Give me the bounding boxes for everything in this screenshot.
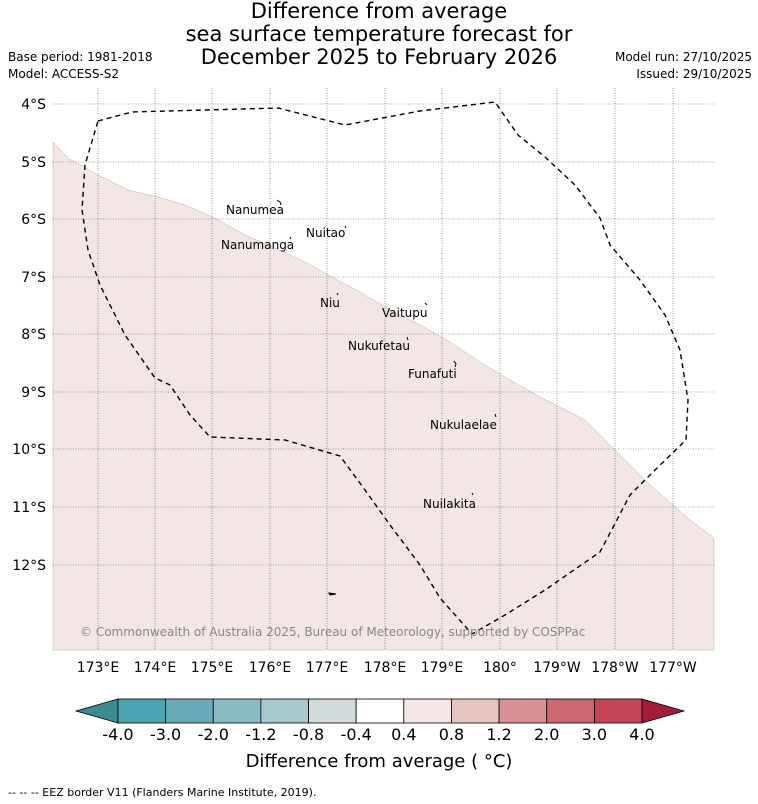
title-line-3: December 2025 to February 2026 xyxy=(200,45,558,69)
model-run-text: Model run: 27/10/2025 xyxy=(614,50,752,64)
colorbar-tick-label: -4.0 xyxy=(102,725,133,744)
colorbar-tick-label: -3.0 xyxy=(150,725,181,744)
colorbar-extend-high xyxy=(641,698,686,724)
colorbar-segment xyxy=(260,698,309,724)
island-nanumea xyxy=(276,199,282,206)
axis-labels: 4°S 5°S 6°S 7°S 8°S 9°S 10°S 11°S 12°S 173°E 174°E… xyxy=(12,97,697,676)
lat-label: 6°S xyxy=(21,212,46,228)
graticule xyxy=(53,88,714,650)
eez-border xyxy=(81,101,689,635)
lat-label: 9°S xyxy=(21,385,46,401)
colorbar-title: Difference from average ( °C) xyxy=(245,751,513,772)
island-niu xyxy=(336,292,339,296)
lon-label: 178°E xyxy=(364,660,407,676)
colorbar-segment xyxy=(546,698,595,724)
lon-label: 179°W xyxy=(533,660,581,676)
lon-label: 176°E xyxy=(249,660,292,676)
colorbar-segment xyxy=(451,698,500,724)
colorbar-tick-label: 1.2 xyxy=(486,725,511,744)
anomaly-region xyxy=(52,141,715,651)
colorbar-segment xyxy=(308,698,357,724)
lon-label: 178°W xyxy=(591,660,639,676)
lon-label: 173°E xyxy=(77,660,120,676)
island-nuilakita xyxy=(471,492,474,496)
colorbar-tick-label: -0.8 xyxy=(293,725,324,744)
island-label-nukufetau: Nukufetau xyxy=(348,339,410,353)
model-text: Model: ACCESS-S2 xyxy=(8,67,120,81)
colorbar-tick-label: -0.4 xyxy=(341,725,372,744)
copyright-text: © Commonwealth of Australia 2025, Bureau… xyxy=(80,625,585,639)
lat-label: 10°S xyxy=(12,442,46,458)
colorbar-extend-low xyxy=(74,698,119,724)
island-label-niu: Niu xyxy=(320,296,340,310)
lat-label: 4°S xyxy=(21,97,46,113)
colorbar-segment xyxy=(212,698,262,724)
issued-text: Issued: 29/10/2025 xyxy=(636,67,752,81)
meta-right: Model run: 27/10/2025 Issued: 29/10/2025 xyxy=(615,49,752,83)
island-funafuti xyxy=(453,360,457,368)
colorbar-segment xyxy=(165,698,214,724)
island-small-south xyxy=(328,592,337,596)
meta-left: Base period: 1981-2018 Model: ACCESS-S2 xyxy=(8,49,153,83)
island-label-nanumea: Nanumea xyxy=(226,203,284,217)
colorbar-tick-label: 0.4 xyxy=(391,725,416,744)
island-label-funafuti: Funafuti xyxy=(408,367,457,381)
colorbar-segment xyxy=(117,698,167,724)
island-labels: Nanumea Nuitao Nanumanga Niu Vaitupu Nuk… xyxy=(221,203,497,511)
island-label-vaitupu: Vaitupu xyxy=(382,306,428,320)
lat-label: 12°S xyxy=(12,558,46,574)
colorbar-segment xyxy=(403,698,452,724)
colorbar-segment xyxy=(593,698,643,724)
island-nanumanga xyxy=(289,236,292,240)
footnote: -- -- -- EEZ border V11 (Flanders Marine… xyxy=(8,786,317,799)
island-label-nuilakita: Nuilakita xyxy=(423,497,476,511)
lon-label: 174°E xyxy=(134,660,177,676)
colorbar-segment xyxy=(355,698,405,724)
lon-label: 180° xyxy=(483,660,517,676)
lon-label: 177°W xyxy=(649,660,697,676)
colorbar-tick-label: -2.0 xyxy=(198,725,229,744)
lat-label: 11°S xyxy=(12,500,46,516)
lat-label: 8°S xyxy=(21,327,46,343)
island-nukufetau xyxy=(406,336,409,341)
island-nuitao xyxy=(344,225,347,229)
lon-label: 177°E xyxy=(306,660,349,676)
title-block: Difference from average sea surface temp… xyxy=(0,0,758,69)
title-line-2: sea surface temperature forecast for xyxy=(185,22,573,46)
colorbar-tick-label: 4.0 xyxy=(629,725,654,744)
island-shapes xyxy=(276,199,497,596)
lat-label: 5°S xyxy=(21,155,46,171)
colorbar-segment xyxy=(498,698,548,724)
colorbar-tick-label: -1.2 xyxy=(245,725,276,744)
colorbar-tick-label: 2.0 xyxy=(534,725,559,744)
colorbar: -4.0 -3.0 -2.0 -1.2 -0.8 -0.4 0.4 0.8 1.2 2.0 3.0 4… xyxy=(74,698,686,744)
colorbar-tick-label: 3.0 xyxy=(582,725,607,744)
base-period-text: Base period: 1981-2018 xyxy=(8,50,153,64)
island-vaitupu xyxy=(424,302,428,306)
lon-label: 175°E xyxy=(191,660,234,676)
island-nukulaelae xyxy=(494,413,497,418)
lon-label: 179°E xyxy=(421,660,464,676)
lat-label: 7°S xyxy=(21,270,46,286)
island-label-nanumanga: Nanumanga xyxy=(221,238,294,252)
island-label-nukulaelae: Nukulaelae xyxy=(430,418,497,432)
colorbar-tick-label: 0.8 xyxy=(439,725,464,744)
island-label-nuitao: Nuitao xyxy=(306,226,345,240)
title-line-1: Difference from average xyxy=(250,0,508,23)
